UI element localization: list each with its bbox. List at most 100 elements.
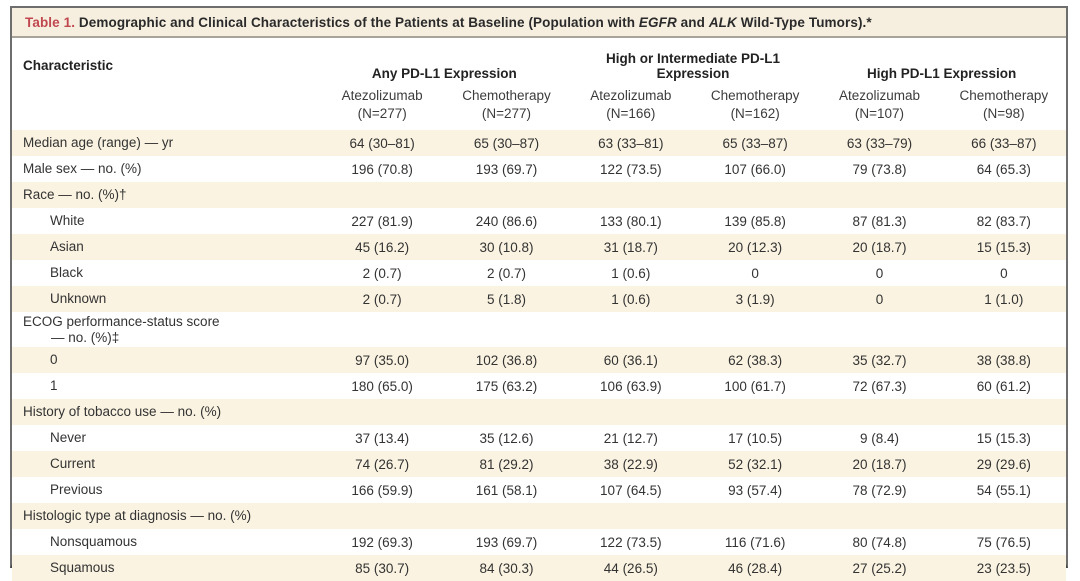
title-gene-alk: ALK	[708, 15, 737, 30]
cell-value: 30 (10.8)	[479, 239, 534, 255]
cell-value: 54 (55.1)	[976, 482, 1031, 498]
table-row: Male sex — no. (%) 196 (70.8) 193 (69.7) 12…	[12, 156, 1066, 182]
cell-value: 66 (33–87)	[971, 135, 1037, 151]
column-header-chemotherapy-high-intermediate: Chemotherapy (N=162)	[710, 88, 800, 121]
cell-value	[444, 182, 568, 208]
table-row: ECOG performance-status score — no. (%)‡	[12, 312, 1066, 347]
baseline-characteristics-table: Table 1. Demographic and Clinical Charac…	[10, 6, 1068, 581]
cell-value: 63 (33–81)	[598, 135, 664, 151]
table-row: History of tobacco use — no. (%)	[12, 399, 1066, 426]
table-row: Unknown 2 (0.7) 5 (1.8) 1 (0.6) 3 (1.9) 0 1 (1…	[12, 286, 1066, 313]
cell-value: 20 (12.3)	[728, 239, 783, 255]
cell-value: 0	[751, 265, 759, 281]
cell-value: 100 (61.7)	[724, 378, 786, 394]
column-header-atezolizumab-high: Atezolizumab (N=107)	[838, 88, 920, 121]
cell-value	[320, 182, 444, 208]
cell-value: 31 (18.7)	[603, 239, 658, 255]
table-title: Table 1. Demographic and Clinical Charac…	[12, 8, 1066, 38]
cell-value	[693, 182, 817, 208]
cell-value	[444, 399, 568, 425]
group-header-high-or-intermediate-pdl1: High or Intermediate PD-L1 Expression	[605, 50, 780, 82]
column-header-chemotherapy-high: Chemotherapy (N=98)	[959, 88, 1049, 121]
row-label: Current	[50, 456, 96, 472]
cell-value	[942, 503, 1066, 529]
cell-value: 161 (58.1)	[475, 482, 538, 498]
cell-value: 72 (67.3)	[852, 378, 907, 394]
cell-value: 64 (30–81)	[349, 135, 415, 151]
cell-value: 180 (65.0)	[351, 378, 413, 394]
cell-value	[320, 503, 444, 529]
cell-value: 2 (0.7)	[362, 291, 402, 307]
cell-value: 23 (23.5)	[976, 560, 1031, 576]
cell-value: 122 (73.5)	[600, 161, 662, 177]
cell-value: 85 (30.7)	[355, 560, 410, 576]
cell-value: 63 (33–79)	[846, 135, 913, 151]
row-label: Previous	[50, 482, 103, 498]
cell-value: 0	[875, 265, 884, 281]
cell-value: 79 (73.8)	[852, 161, 907, 177]
cell-value: 35 (32.7)	[852, 352, 907, 368]
cell-value: 15 (15.3)	[976, 430, 1031, 446]
cell-value	[444, 312, 568, 347]
cell-value: 166 (59.9)	[351, 482, 413, 498]
cell-value: 192 (69.3)	[351, 534, 413, 550]
row-label: Black	[50, 265, 84, 281]
cell-value: 74 (26.7)	[355, 456, 410, 472]
row-label: White	[50, 213, 85, 229]
cell-value: 81 (29.2)	[479, 456, 534, 472]
cell-value: 1 (0.6)	[611, 291, 651, 307]
cell-value: 60 (61.2)	[976, 378, 1031, 394]
cell-value	[693, 503, 817, 529]
table-row: Median age (range) — yr 64 (30–81) 65 (30–…	[12, 130, 1066, 157]
cell-value: 52 (32.1)	[728, 456, 783, 472]
cell-value: 193 (69.7)	[475, 534, 538, 550]
cell-value	[569, 312, 693, 347]
cell-value: 20 (18.7)	[852, 239, 907, 255]
cell-value: 196 (70.8)	[351, 161, 413, 177]
title-text-3: Wild-Type Tumors).*	[736, 15, 872, 30]
cell-value: 227 (81.9)	[351, 213, 413, 229]
cell-value	[942, 399, 1066, 425]
column-header-atezolizumab-high-intermediate: Atezolizumab (N=166)	[590, 88, 672, 121]
table-row: White 227 (81.9) 240 (86.6) 133 (80.1) 139 (…	[12, 208, 1066, 234]
cell-value: 37 (13.4)	[355, 430, 410, 446]
cell-value: 3 (1.9)	[735, 291, 775, 307]
cell-value: 122 (73.5)	[600, 534, 662, 550]
cell-value	[693, 399, 817, 425]
cell-value: 21 (12.7)	[603, 430, 658, 446]
cell-value: 45 (16.2)	[355, 239, 410, 255]
table-row: Asian 45 (16.2) 30 (10.8) 31 (18.7) 20 (12.3…	[12, 234, 1066, 261]
row-label: Male sex — no. (%)	[23, 161, 142, 177]
cell-value	[569, 182, 693, 208]
cell-value	[569, 399, 693, 425]
table-row: Black 2 (0.7) 2 (0.7) 1 (0.6) 0 0 0	[12, 260, 1066, 286]
column-header-atezolizumab-any: Atezolizumab (N=277)	[341, 88, 423, 121]
row-label: Never	[50, 430, 87, 446]
table-row: Histologic type at diagnosis — no. (%)	[12, 503, 1066, 530]
cell-value: 64 (65.3)	[976, 161, 1031, 177]
row-label: 0	[50, 352, 58, 368]
title-text-2: and	[676, 15, 709, 30]
cell-value: 27 (25.2)	[852, 560, 907, 576]
cell-value: 5 (1.8)	[486, 291, 526, 307]
row-label: History of tobacco use — no. (%)	[23, 404, 222, 420]
cell-value	[817, 312, 941, 347]
cell-value: 9 (8.4)	[859, 430, 899, 446]
row-label: Asian	[50, 239, 84, 255]
cell-value: 102 (36.8)	[475, 352, 538, 368]
cell-value: 107 (64.5)	[600, 482, 662, 498]
group-header-high-pdl1: High PD-L1 Expression	[867, 66, 1017, 82]
cell-value: 0	[1000, 265, 1008, 281]
cell-value: 240 (86.6)	[475, 213, 538, 229]
cell-value	[320, 312, 444, 347]
row-label: Unknown	[50, 291, 107, 307]
group-header-any-pdl1: Any PD-L1 Expression	[371, 66, 517, 82]
cell-value: 2 (0.7)	[486, 265, 526, 281]
subcolumn-header-row: Atezolizumab (N=277) Chemotherapy (N=277) …	[12, 83, 1066, 130]
table-row: Race — no. (%)†	[12, 182, 1066, 209]
cell-value: 133 (80.1)	[600, 213, 662, 229]
cell-value	[444, 503, 568, 529]
cell-value: 15 (15.3)	[976, 239, 1031, 255]
cell-value: 60 (36.1)	[603, 352, 658, 368]
table-row: 0 97 (35.0) 102 (36.8) 60 (36.1) 62 (38.3) 35…	[12, 347, 1066, 374]
